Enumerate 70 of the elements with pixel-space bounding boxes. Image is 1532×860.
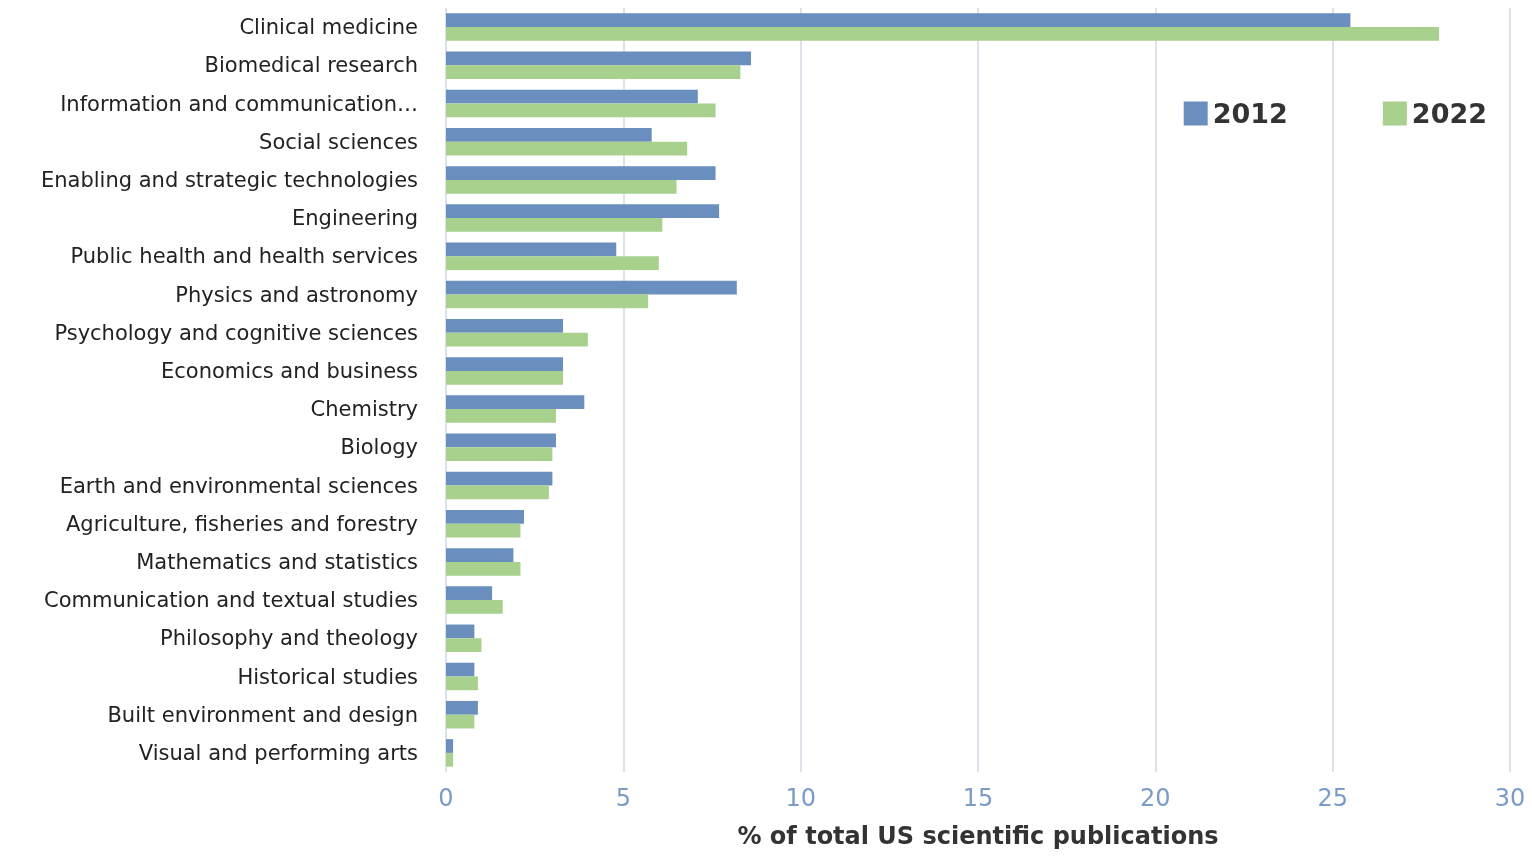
bar <box>446 638 482 653</box>
bar <box>446 141 688 156</box>
y-tick-label: Psychology and cognitive sciences <box>54 320 418 345</box>
x-tick-label: 0 <box>438 784 454 812</box>
bar <box>446 51 752 66</box>
bar <box>446 662 475 677</box>
bar <box>446 395 585 410</box>
bar <box>446 89 698 104</box>
bar <box>446 739 454 753</box>
bar <box>446 752 454 767</box>
y-tick-label: Historical studies <box>237 664 418 689</box>
x-tick-label: 20 <box>1140 784 1171 812</box>
bar <box>446 700 478 715</box>
y-tick-label: Economics and business <box>161 358 418 383</box>
y-tick-label: Mathematics and statistics <box>136 549 418 574</box>
bar <box>446 357 564 371</box>
y-tick-label: Social sciences <box>259 129 418 154</box>
bar <box>446 332 588 347</box>
bar <box>446 471 553 486</box>
bar <box>446 218 663 232</box>
x-tick-label: 30 <box>1494 784 1526 812</box>
bar <box>446 294 649 309</box>
y-tick-label: Enabling and strategic technologies <box>40 167 418 192</box>
y-tick-label: Public health and health services <box>70 244 418 269</box>
bar <box>446 204 720 219</box>
bar <box>446 280 737 295</box>
y-tick-label: Visual and performing arts <box>138 740 418 765</box>
bar <box>446 586 493 601</box>
y-tick-label: Physics and astronomy <box>175 282 418 307</box>
x-axis-title: % of total US scientific publications <box>737 822 1219 850</box>
y-tick-label: Biology <box>340 435 418 460</box>
bar <box>446 166 716 180</box>
bar <box>446 370 564 385</box>
bar <box>446 27 1440 41</box>
y-tick-label: Built environment and design <box>107 702 418 727</box>
y-tick-label: Philosophy and theology <box>160 626 418 651</box>
y-tick-label: Communication and textual studies <box>43 588 418 613</box>
bar <box>446 485 549 500</box>
x-tick-label: 10 <box>785 784 816 812</box>
bar <box>446 676 478 691</box>
y-tick-label: Clinical medicine <box>239 15 418 40</box>
bar <box>446 447 553 462</box>
x-tick-label: 15 <box>962 784 994 812</box>
x-tick-label: 25 <box>1317 784 1348 812</box>
bar <box>446 523 521 538</box>
bar <box>446 433 556 448</box>
bar <box>446 600 503 614</box>
x-tick-label: 5 <box>615 784 631 812</box>
bar <box>446 409 556 423</box>
bar <box>446 65 741 80</box>
bar <box>446 714 475 729</box>
y-tick-label: Engineering <box>292 206 418 231</box>
bar <box>446 242 617 257</box>
bar <box>446 179 677 194</box>
y-tick-label: Biomedical research <box>204 53 418 78</box>
legend-label: 2012 <box>1212 98 1288 129</box>
bar <box>446 256 659 271</box>
y-tick-label: Chemistry <box>310 397 418 422</box>
legend-label: 2022 <box>1411 98 1488 129</box>
bar <box>446 127 652 142</box>
bar <box>446 13 1351 28</box>
bar <box>446 103 716 118</box>
bar <box>446 318 564 333</box>
bar <box>446 624 475 639</box>
bar <box>446 509 525 524</box>
bar <box>446 561 521 576</box>
y-tick-label: Agriculture, fisheries and forestry <box>66 511 418 536</box>
bar <box>446 548 514 562</box>
y-tick-label: Earth and environmental sciences <box>59 473 418 498</box>
y-tick-label: Information and communication… <box>60 91 418 116</box>
